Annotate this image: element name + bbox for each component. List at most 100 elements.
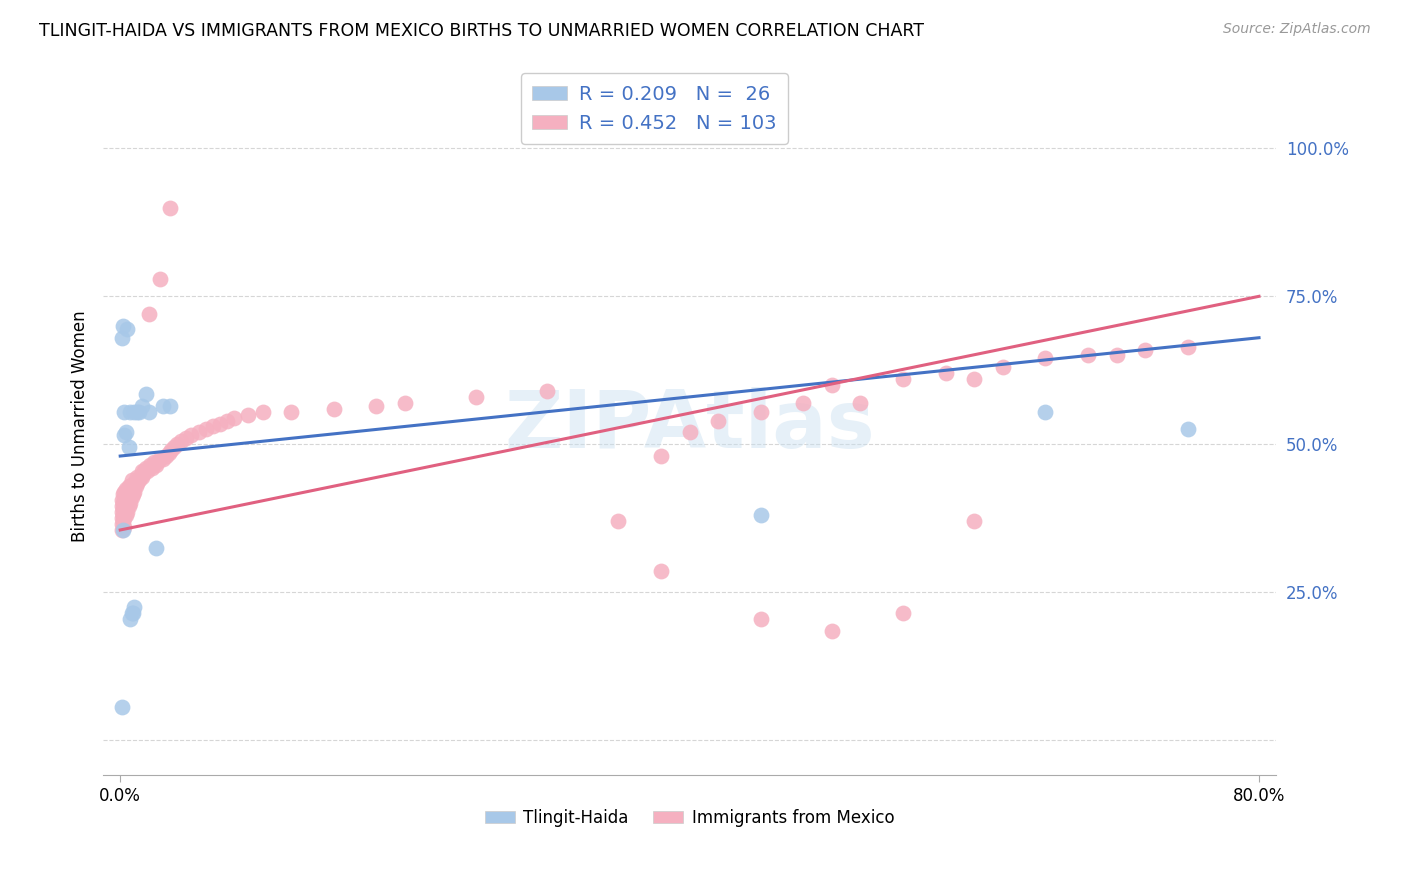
Point [160, 443, 183, 458]
Point [678, 425, 700, 440]
Point [115, 425, 138, 440]
Point [1177, 340, 1199, 354]
Point [136, 464, 159, 478]
Point [322, 401, 344, 416]
Point [112, 523, 135, 537]
Point [124, 475, 146, 490]
Point [1077, 349, 1099, 363]
Point [215, 413, 238, 427]
Point [138, 307, 160, 321]
Point [1133, 343, 1156, 357]
Point [120, 478, 142, 492]
Point [127, 405, 149, 419]
Point [112, 318, 135, 333]
Point [280, 405, 302, 419]
Point [208, 417, 231, 431]
Point [132, 467, 155, 481]
Point [963, 514, 986, 528]
Point [891, 606, 914, 620]
Point [121, 473, 143, 487]
Point [114, 520, 136, 534]
Text: TLINGIT-HAIDA VS IMMIGRANTS FROM MEXICO BIRTHS TO UNMARRIED WOMEN CORRELATION CH: TLINGIT-HAIDA VS IMMIGRANTS FROM MEXICO … [39, 22, 924, 40]
Point [222, 410, 245, 425]
Point [141, 461, 163, 475]
Point [114, 502, 136, 516]
Point [127, 475, 149, 490]
Point [111, 523, 134, 537]
Point [891, 372, 914, 386]
Point [128, 405, 150, 419]
Point [117, 496, 139, 510]
Point [122, 487, 145, 501]
Point [159, 201, 181, 215]
Point [118, 500, 141, 514]
Point [607, 514, 630, 528]
Point [120, 612, 142, 626]
Point [138, 405, 160, 419]
Point [152, 399, 174, 413]
Point [170, 434, 193, 449]
Point [366, 399, 388, 413]
Point [650, 565, 672, 579]
Point [180, 428, 202, 442]
Point [139, 458, 162, 472]
Point [118, 440, 141, 454]
Point [149, 271, 172, 285]
Point [114, 484, 136, 499]
Point [112, 496, 135, 510]
Point [111, 505, 134, 519]
Point [111, 331, 134, 345]
Point [115, 482, 138, 496]
Point [112, 508, 135, 523]
Point [115, 500, 138, 514]
Point [749, 405, 772, 419]
Point [112, 514, 135, 528]
Point [131, 399, 153, 413]
Point [118, 491, 141, 505]
Point [128, 473, 150, 487]
Text: Source: ZipAtlas.com: Source: ZipAtlas.com [1223, 22, 1371, 37]
Point [115, 508, 138, 523]
Point [1035, 351, 1057, 366]
Legend: Tlingit-Haida, Immigrants from Mexico: Tlingit-Haida, Immigrants from Mexico [478, 802, 901, 833]
Point [394, 396, 416, 410]
Point [124, 599, 146, 614]
Point [114, 493, 136, 508]
Point [112, 502, 135, 516]
Point [821, 378, 844, 392]
Point [143, 455, 166, 469]
Point [749, 508, 772, 523]
Point [163, 440, 186, 454]
Point [194, 422, 217, 436]
Point [963, 372, 986, 386]
Point [145, 458, 167, 472]
Point [138, 461, 160, 475]
Point [935, 366, 957, 380]
Point [650, 449, 672, 463]
Point [149, 452, 172, 467]
Point [201, 419, 224, 434]
Point [155, 449, 177, 463]
Point [135, 387, 157, 401]
Point [238, 408, 260, 422]
Point [707, 413, 730, 427]
Point [117, 322, 139, 336]
Point [991, 360, 1014, 375]
Point [114, 511, 136, 525]
Point [146, 455, 169, 469]
Point [111, 500, 134, 514]
Point [1177, 422, 1199, 436]
Point [127, 469, 149, 483]
Point [749, 612, 772, 626]
Point [465, 390, 488, 404]
Point [145, 541, 167, 555]
Point [792, 396, 814, 410]
Point [111, 493, 134, 508]
Point [821, 624, 844, 638]
Point [166, 437, 188, 451]
Point [134, 464, 156, 478]
Point [114, 405, 136, 419]
Point [131, 469, 153, 483]
Point [1035, 405, 1057, 419]
Point [120, 487, 142, 501]
